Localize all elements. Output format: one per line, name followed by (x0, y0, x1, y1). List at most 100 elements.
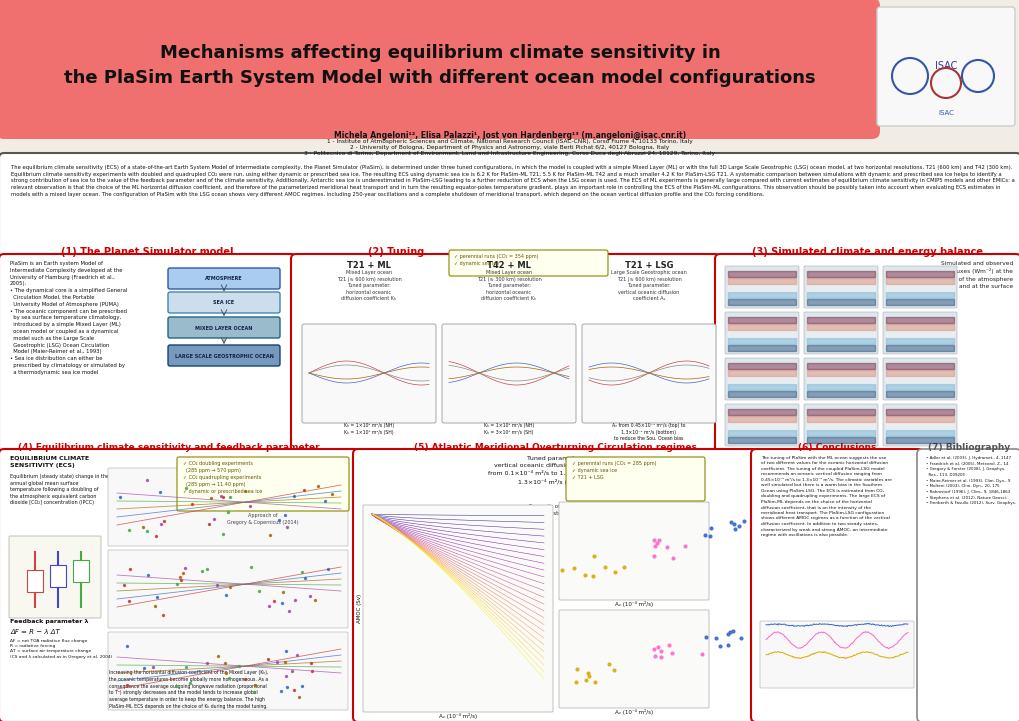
Text: Aᵥ (10⁻⁴ m²/s): Aᵥ (10⁻⁴ m²/s) (614, 601, 652, 607)
Point (243, 561, 259, 572)
Point (261, 600, 277, 611)
Point (177, 661, 194, 673)
Point (664, 552, 681, 564)
Point (274, 587, 290, 598)
Point (176, 562, 193, 573)
Point (199, 563, 215, 575)
Text: Feedback parameter λ: Feedback parameter λ (10, 619, 89, 624)
Point (597, 562, 613, 573)
FancyBboxPatch shape (353, 449, 756, 721)
Point (291, 691, 308, 703)
FancyBboxPatch shape (803, 312, 877, 354)
Point (585, 550, 601, 562)
Text: ✓ CO₂ doubling experiments
  (285 ppm → 570 ppm)
✓ CO₂ quadrupling experiments
 : ✓ CO₂ doubling experiments (285 ppm → 57… (182, 461, 262, 494)
Point (303, 657, 319, 668)
Point (278, 521, 294, 533)
FancyBboxPatch shape (0, 254, 296, 454)
Text: T42 + ML: T42 + ML (487, 261, 531, 270)
Point (153, 518, 169, 530)
Point (304, 665, 320, 677)
Point (283, 665, 300, 677)
FancyBboxPatch shape (803, 404, 877, 446)
FancyBboxPatch shape (108, 632, 347, 710)
Point (307, 594, 323, 606)
Point (731, 520, 747, 531)
Text: AMOC (Sv): AMOC (Sv) (357, 594, 362, 623)
Point (221, 492, 237, 503)
Point (276, 509, 292, 521)
Point (645, 550, 661, 562)
Point (168, 578, 184, 590)
Point (194, 565, 210, 577)
FancyBboxPatch shape (566, 457, 704, 501)
FancyBboxPatch shape (0, 0, 879, 139)
FancyBboxPatch shape (876, 7, 1014, 126)
weak (577, 675, 593, 686)
Text: (4) Equilibrium climate sensitivity and feedback parameter: (4) Equilibrium climate sensitivity and … (18, 443, 320, 452)
Point (173, 575, 190, 586)
oscillation (649, 641, 665, 653)
Point (139, 474, 155, 486)
FancyBboxPatch shape (448, 250, 607, 276)
strong (719, 640, 736, 651)
Point (172, 571, 189, 583)
Point (274, 598, 290, 609)
weak (587, 676, 603, 688)
Text: Approach of
Gregory & Copernicus (2014): Approach of Gregory & Copernicus (2014) (227, 513, 299, 525)
Text: EQUILIBRIUM CLIMATE
SENSITIVITY (ECS): EQUILIBRIUM CLIMATE SENSITIVITY (ECS) (10, 456, 89, 468)
Text: T21 + ML: T21 + ML (346, 261, 390, 270)
Point (266, 596, 282, 607)
Point (206, 513, 222, 525)
Text: Aᵥ (10⁻⁴ m²/s): Aᵥ (10⁻⁴ m²/s) (438, 713, 477, 719)
FancyBboxPatch shape (363, 505, 552, 712)
FancyBboxPatch shape (803, 266, 877, 308)
Point (149, 591, 165, 603)
Text: LARGE SCALE GEOSTROPHIC OCEAN: LARGE SCALE GEOSTROPHIC OCEAN (174, 353, 273, 358)
Point (696, 529, 712, 541)
Text: ATMOSPHERE: ATMOSPHERE (205, 276, 243, 281)
FancyBboxPatch shape (725, 358, 798, 400)
Point (701, 530, 717, 541)
Text: (7) Bibliography: (7) Bibliography (927, 443, 1009, 452)
Point (217, 590, 233, 601)
Text: Tuned parameter:
vertical oceanic diffusion coefficient Aᵥ
from 0.1×10⁻⁴ m²/s to: Tuned parameter: vertical oceanic diffus… (488, 456, 621, 485)
Text: 2 - University of Bologna, Department of Physics and Astronomy, viale Berti Pich: 2 - University of Bologna, Department of… (351, 145, 668, 150)
Point (277, 645, 293, 657)
Point (309, 480, 325, 492)
Point (726, 523, 742, 535)
Point (319, 564, 335, 575)
Point (220, 672, 236, 684)
Text: 1 - Institute of Atmospheric Sciences and Climate, National Research Council (IS: 1 - Institute of Atmospheric Sciences an… (327, 139, 692, 144)
Text: Kₕ = 1×10⁵ m²/s (NH)
Kₕ = 1×10⁶ m²/s (SH): Kₕ = 1×10⁵ m²/s (NH) Kₕ = 1×10⁶ m²/s (SH… (343, 423, 393, 435)
oscillation (645, 643, 661, 655)
FancyBboxPatch shape (9, 536, 101, 618)
Point (287, 594, 304, 606)
Point (293, 566, 310, 578)
Point (285, 490, 302, 502)
Point (722, 517, 739, 528)
Point (262, 529, 278, 541)
Text: Aᵥ (10⁻⁴ m²/s): Aᵥ (10⁻⁴ m²/s) (614, 709, 652, 715)
Point (121, 563, 138, 575)
Point (242, 500, 258, 511)
Point (155, 609, 171, 621)
Point (278, 671, 294, 682)
Point (208, 579, 224, 590)
Point (658, 541, 675, 552)
Point (302, 590, 318, 601)
Text: SEA ICE: SEA ICE (213, 301, 234, 306)
Point (293, 681, 310, 692)
weak (581, 671, 597, 682)
strong (733, 632, 749, 643)
Text: Simulated and observed
energy fluxes (Wm⁻²) at the
top of the atmosphere
and at : Simulated and observed energy fluxes (Wm… (929, 261, 1012, 288)
Point (584, 571, 600, 583)
Point (203, 492, 219, 503)
Point (120, 524, 137, 536)
Point (236, 485, 253, 497)
Point (677, 540, 693, 552)
Point (183, 499, 200, 510)
Text: the PlaSim Earth System Model with different ocean model configurations: the PlaSim Earth System Model with diffe… (64, 69, 815, 87)
Point (272, 685, 288, 696)
weak (600, 659, 616, 671)
Text: Large Scale Geostrophic ocean
T21 (≈ 600 km) resolution
Tuned parameter:
vertica: Large Scale Geostrophic ocean T21 (≈ 600… (610, 270, 686, 301)
